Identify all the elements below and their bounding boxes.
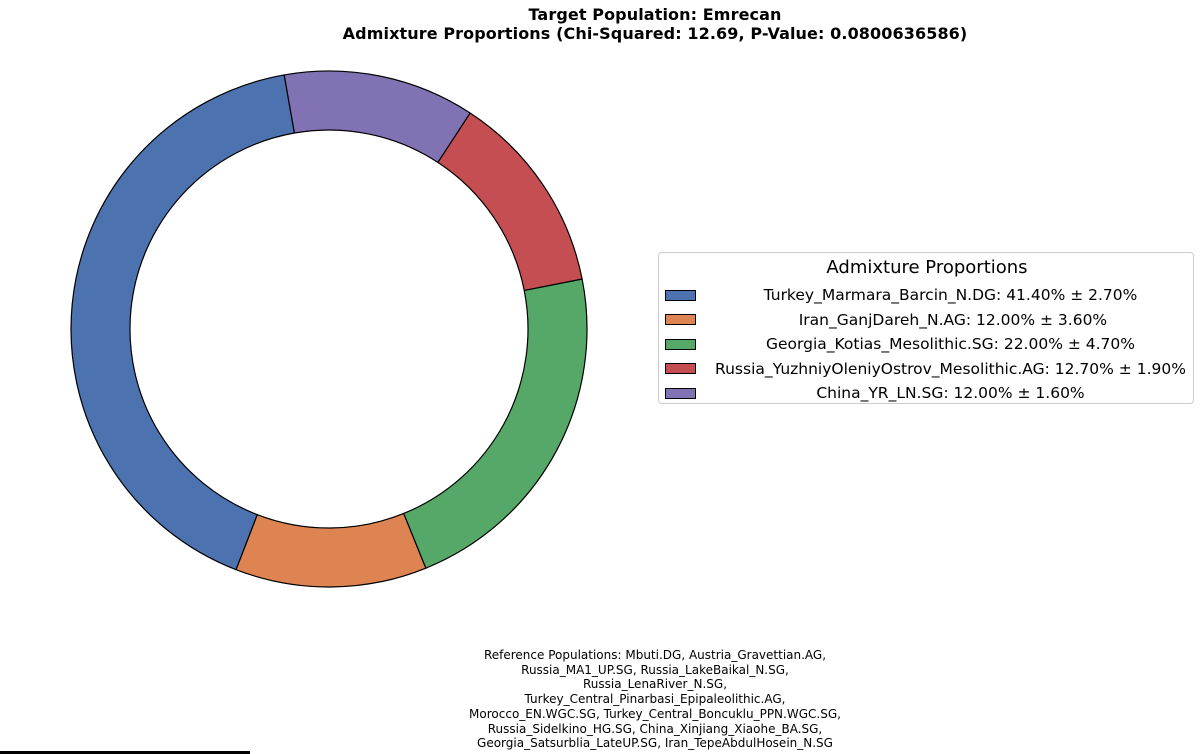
chart-title-line-2: Admixture Proportions (Chi-Squared: 12.6… [342, 24, 968, 43]
chart-title-line-1: Target Population: Emrecan [528, 5, 782, 24]
legend-item: Georgia_Kotias_Mesolithic.SG: 22.00% ± 4… [665, 332, 1191, 357]
legend-label: Georgia_Kotias_Mesolithic.SG: 22.00% ± 4… [765, 335, 1136, 354]
legend-item: Russia_YuzhniyOleniyOstrov_Mesolithic.AG… [665, 357, 1191, 382]
reference-populations-line: Russia_MA1_UP.SG, Russia_LakeBaikal_N.SG… [521, 662, 789, 677]
legend-label: Russia_YuzhniyOleniyOstrov_Mesolithic.AG… [715, 359, 1186, 378]
donut-slice [403, 278, 588, 569]
reference-populations-text: Reference Populations: Mbuti.DG, Austria… [0, 648, 1200, 751]
legend-item: Iran_GanjDareh_N.AG: 12.00% ± 3.60% [665, 308, 1191, 333]
reference-populations-line: Russia_Sidelkino_HG.SG, China_Xinjiang_X… [487, 721, 823, 736]
reference-populations-line: Morocco_EN.WGC.SG, Turkey_Central_Boncuk… [469, 706, 841, 721]
bottom-edge-bar [0, 751, 250, 754]
legend-title: Admixture Proportions [826, 257, 1028, 278]
legend-item: China_YR_LN.SG: 12.00% ± 1.60% [665, 381, 1191, 406]
legend-label: Turkey_Marmara_Barcin_N.DG: 41.40% ± 2.7… [763, 286, 1138, 305]
reference-populations-line: Reference Populations: Mbuti.DG, Austria… [483, 648, 827, 662]
donut-slice [283, 70, 471, 164]
legend-swatch [665, 387, 696, 399]
donut-slice [235, 512, 427, 588]
reference-populations-line: Georgia_Satsurblia_LateUP.SG, Iran_TepeA… [477, 736, 833, 751]
reference-populations-line: Turkey_Central_Pinarbasi_Epipaleolithic.… [524, 692, 786, 707]
legend-swatch [665, 314, 696, 326]
legend-swatch [665, 363, 696, 375]
legend-swatch [665, 338, 696, 350]
legend-item: Turkey_Marmara_Barcin_N.DG: 41.40% ± 2.7… [665, 283, 1191, 308]
legend-swatch [665, 289, 696, 301]
donut-slice [70, 74, 296, 571]
donut-slice [437, 112, 583, 292]
legend: Admixture Proportions Turkey_Marmara_Bar… [658, 252, 1194, 404]
legend-label: China_YR_LN.SG: 12.00% ± 1.60% [816, 384, 1085, 403]
reference-populations-line: Russia_LenaRiver_N.SG, [582, 677, 728, 692]
legend-items: Turkey_Marmara_Barcin_N.DG: 41.40% ± 2.7… [665, 283, 1191, 406]
legend-label: Iran_GanjDareh_N.AG: 12.00% ± 3.60% [793, 310, 1108, 329]
